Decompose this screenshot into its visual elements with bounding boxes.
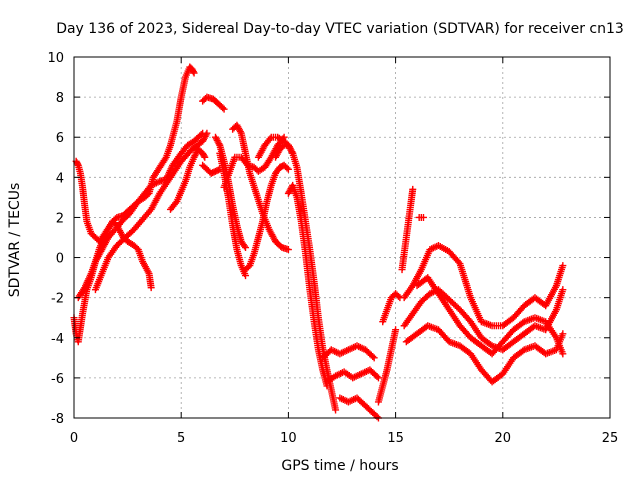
data-point <box>559 262 567 270</box>
series-track-5 <box>166 145 209 213</box>
data-point <box>172 199 180 207</box>
data-point <box>332 406 340 414</box>
y-tick-label: 0 <box>56 252 64 267</box>
data-point <box>392 326 400 334</box>
series-track-19 <box>374 326 400 406</box>
y-tick-label: -2 <box>51 292 64 307</box>
y-tick-label: 8 <box>56 91 64 106</box>
y-tick-labels: -8 -6 -4 -2 0 2 4 6 8 10 <box>47 51 64 427</box>
data-point <box>189 68 197 76</box>
data-point <box>147 284 155 292</box>
series-track-16 <box>319 342 378 362</box>
data-point <box>373 413 381 421</box>
series-track-26 <box>413 274 567 358</box>
plot-frame <box>73 56 611 419</box>
axis-ticks <box>73 56 611 419</box>
series-track-17 <box>323 366 382 386</box>
data-point <box>219 104 227 112</box>
data-point <box>409 185 417 193</box>
data-point <box>200 152 208 160</box>
y-tick-label: 2 <box>56 211 64 226</box>
data-point <box>215 140 223 148</box>
series-track-25 <box>402 322 567 386</box>
series-track-12 <box>242 161 292 274</box>
data-point <box>203 129 211 137</box>
grid-lines <box>74 57 610 418</box>
data-point <box>284 165 292 173</box>
data-point <box>370 354 378 362</box>
data-point <box>559 286 567 294</box>
series-track-18 <box>336 394 382 422</box>
y-tick-label: -4 <box>51 332 64 347</box>
x-tick-label: 10 <box>280 431 297 446</box>
data-point <box>419 213 427 221</box>
series-track-3 <box>74 129 207 302</box>
data-point <box>266 135 274 143</box>
data-point <box>288 148 296 156</box>
data-point <box>559 330 567 338</box>
y-tick-label: -6 <box>51 372 64 387</box>
data-point <box>455 258 463 266</box>
y-tick-label: 4 <box>56 171 64 186</box>
y-tick-label: 6 <box>56 131 64 146</box>
x-tick-label: 15 <box>387 431 404 446</box>
data-point <box>369 352 377 360</box>
x-axis-label: GPS time / hours <box>281 458 398 474</box>
data-point <box>190 69 198 77</box>
data-point <box>373 373 381 381</box>
series-track-20 <box>379 290 404 326</box>
y-tick-label: -8 <box>51 412 64 427</box>
x-tick-labels: 0 5 10 15 20 25 <box>70 431 618 446</box>
y-axis-label: SDTVAR / TECUs <box>7 183 23 298</box>
data-point <box>559 350 567 358</box>
x-tick-label: 5 <box>177 431 185 446</box>
series-track-22 <box>415 213 427 221</box>
data-point <box>202 131 210 139</box>
data-point <box>279 143 287 151</box>
data-point <box>236 128 244 136</box>
x-tick-label: 20 <box>495 431 512 446</box>
series-track-7 <box>199 93 228 113</box>
data-point <box>394 292 402 300</box>
data-point <box>284 246 292 254</box>
series-track-23 <box>400 242 567 330</box>
data-point <box>242 272 250 280</box>
data-point <box>220 105 228 113</box>
data-point <box>74 160 82 168</box>
x-tick-label: 25 <box>602 431 619 446</box>
data-point <box>240 242 248 250</box>
data-point <box>374 374 382 382</box>
series-track-4 <box>91 129 211 294</box>
x-tick-label: 0 <box>70 431 78 446</box>
data-point <box>201 153 209 161</box>
data-markers <box>70 63 567 422</box>
data-point <box>283 164 291 172</box>
chart-title: Day 136 of 2023, Sidereal Day-to-day VTE… <box>56 21 624 37</box>
data-point <box>242 244 250 252</box>
series-track-21 <box>398 185 417 274</box>
series-track-11 <box>229 121 292 254</box>
y-tick-label: 10 <box>47 51 64 66</box>
